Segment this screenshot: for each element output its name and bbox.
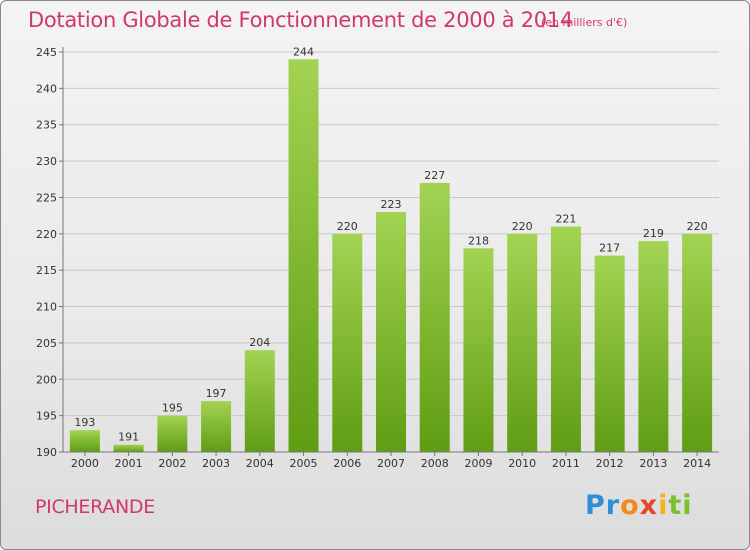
y-tick-label: 220: [36, 228, 57, 241]
proxiti-logo: Proxiti: [585, 490, 693, 521]
x-tick-label: 2010: [508, 457, 536, 470]
x-tick-label: 2002: [158, 457, 186, 470]
bar: [332, 233, 363, 452]
y-tick-label: 200: [36, 373, 57, 386]
bar-value-label: 204: [249, 336, 270, 349]
bar: [376, 212, 406, 452]
bar-value-label: 217: [599, 242, 620, 255]
y-tick-label: 190: [36, 446, 57, 459]
bar-value-label: 221: [555, 213, 576, 226]
y-tick-label: 245: [36, 46, 57, 59]
commune-name: PICHERANDE: [35, 496, 155, 518]
bar: [638, 241, 669, 452]
x-tick-label: 2014: [683, 457, 711, 470]
x-tick-label: 2007: [377, 457, 405, 470]
y-tick-label: 240: [36, 82, 57, 95]
chart-unit: (en milliers d'€): [541, 16, 628, 29]
bar: [594, 255, 625, 452]
bar: [69, 430, 100, 452]
x-tick-label: 2003: [202, 457, 230, 470]
bar-value-label: 197: [206, 387, 227, 400]
bar: [288, 59, 319, 452]
bar-value-label: 193: [74, 416, 95, 429]
bar: [507, 233, 538, 452]
bar: [201, 401, 232, 452]
x-tick-label: 2004: [246, 457, 274, 470]
bar: [244, 350, 275, 452]
x-tick-label: 2005: [290, 457, 318, 470]
x-tick-label: 2013: [639, 457, 667, 470]
x-tick-label: 2006: [333, 457, 361, 470]
bar: [550, 226, 581, 452]
bar: [157, 415, 188, 452]
bar-value-label: 219: [643, 227, 664, 240]
x-tick-label: 2001: [115, 457, 143, 470]
bar-value-label: 220: [687, 220, 708, 233]
y-tick-label: 225: [36, 191, 57, 204]
y-tick-label: 210: [36, 301, 57, 314]
y-tick-label: 230: [36, 155, 57, 168]
y-tick-label: 215: [36, 264, 57, 277]
bar-value-label: 227: [424, 169, 445, 182]
x-tick-label: 2012: [596, 457, 624, 470]
bar-value-label: 220: [512, 220, 533, 233]
x-tick-label: 2009: [464, 457, 492, 470]
bar-value-label: 223: [381, 198, 402, 211]
x-tick-label: 2008: [421, 457, 449, 470]
bar: [113, 444, 144, 452]
chart-title: Dotation Globale de Fonctionnement de 20…: [28, 8, 573, 32]
y-tick-label: 235: [36, 119, 57, 132]
bar: [419, 182, 450, 452]
bar-value-label: 220: [337, 220, 358, 233]
bar-value-label: 244: [293, 45, 314, 58]
bar: [463, 248, 494, 452]
x-tick-label: 2000: [71, 457, 99, 470]
y-tick-label: 205: [36, 337, 57, 350]
bar-value-label: 218: [468, 234, 489, 247]
x-tick-label: 2011: [552, 457, 580, 470]
bar: [682, 233, 713, 452]
bar-value-label: 195: [162, 402, 183, 415]
y-tick-label: 195: [36, 410, 57, 423]
bar-value-label: 191: [118, 431, 139, 444]
